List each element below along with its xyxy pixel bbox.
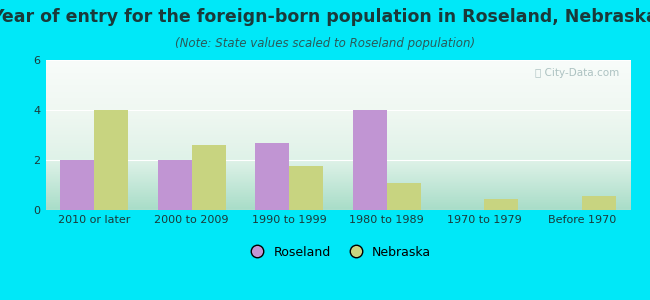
Bar — [484, 199, 519, 210]
Bar — [192, 145, 226, 210]
Text: Year of entry for the foreign-born population in Roseland, Nebraska: Year of entry for the foreign-born popul… — [0, 8, 650, 26]
Bar — [582, 196, 616, 210]
Bar — [157, 160, 192, 210]
Bar — [353, 110, 387, 210]
Bar — [255, 142, 289, 210]
Bar — [289, 166, 324, 210]
Bar — [94, 110, 129, 210]
Text: ⓘ City-Data.com: ⓘ City-Data.com — [534, 68, 619, 77]
Legend: Roseland, Nebraska: Roseland, Nebraska — [240, 241, 436, 264]
Bar — [60, 160, 94, 210]
Text: (Note: State values scaled to Roseland population): (Note: State values scaled to Roseland p… — [175, 38, 475, 50]
Bar — [387, 182, 421, 210]
